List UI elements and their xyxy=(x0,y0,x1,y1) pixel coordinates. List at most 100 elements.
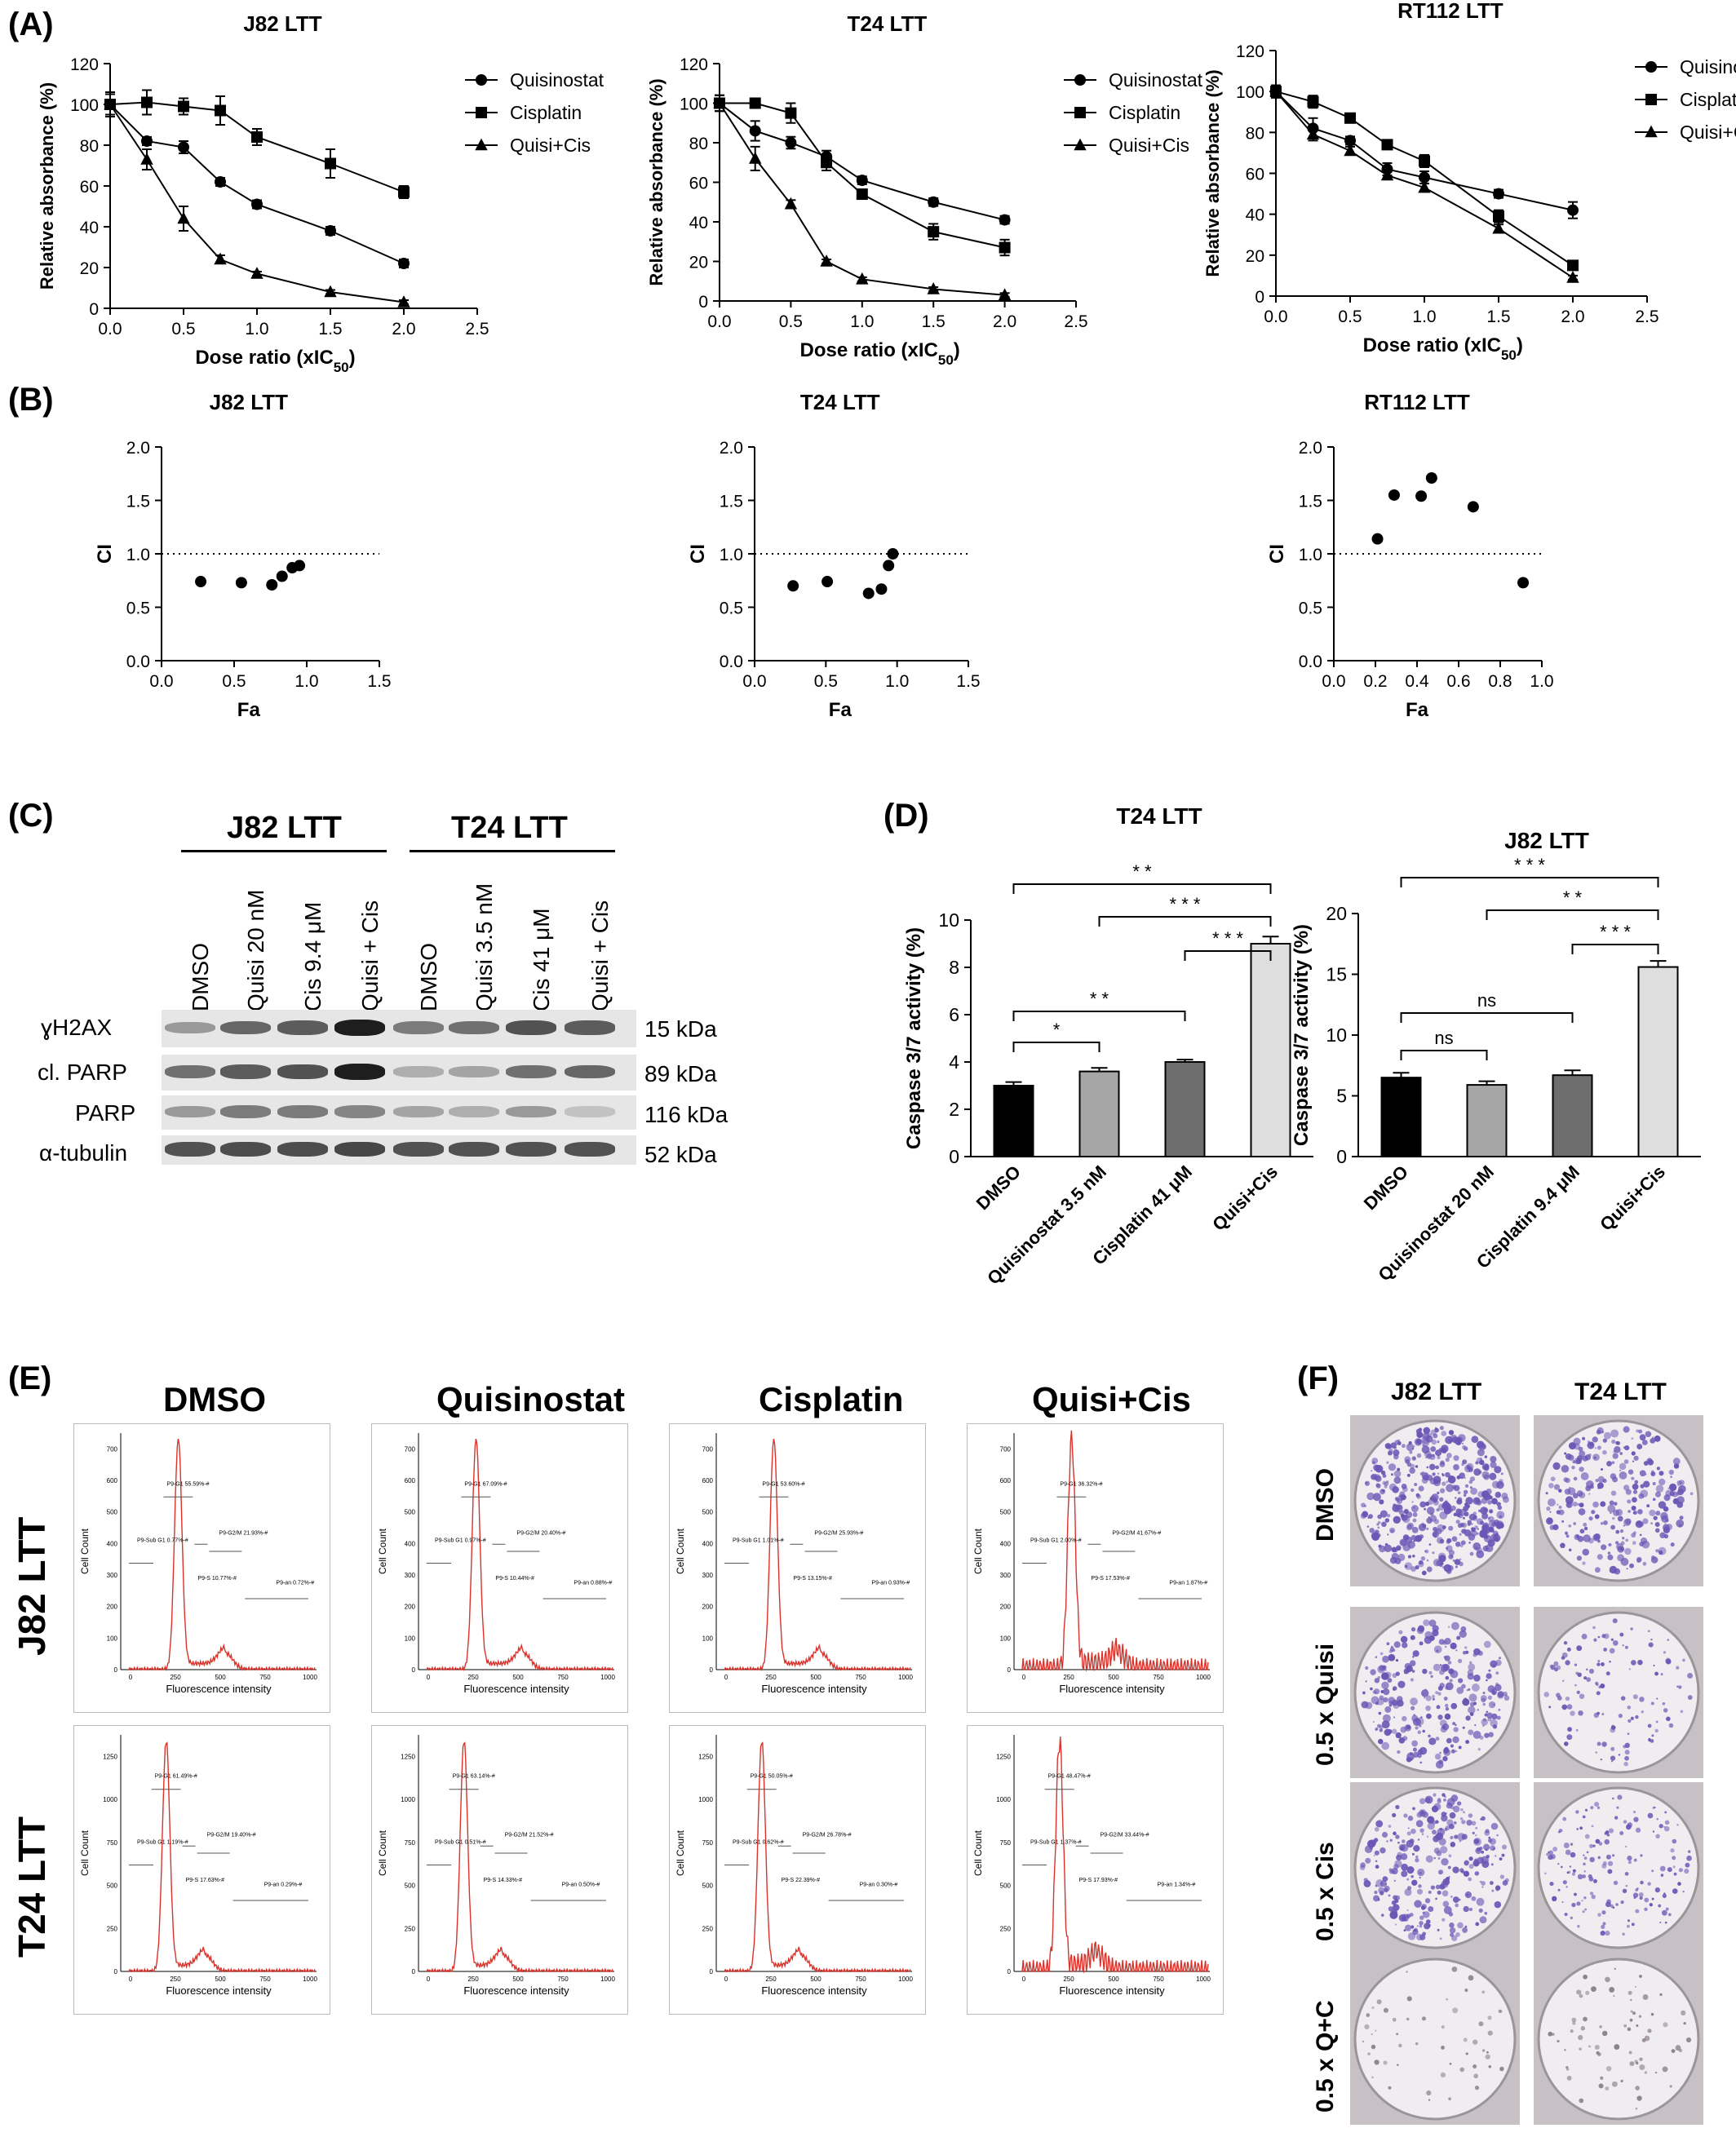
colony-dot xyxy=(1465,1497,1473,1505)
colony-dot xyxy=(1421,1436,1430,1445)
colony-dot xyxy=(1557,1888,1561,1891)
gate-label-an: P9-an 0.72%-# xyxy=(276,1581,314,1586)
histogram-trace xyxy=(724,1741,911,1973)
colony-dot xyxy=(1622,1644,1624,1647)
legend-label: Quisinostat xyxy=(1680,56,1736,77)
colony-dot xyxy=(1664,1820,1670,1825)
category-label: DMSO xyxy=(1360,1161,1412,1214)
y-tick-label: 0.0 xyxy=(1299,653,1322,671)
colony-plate xyxy=(1350,1607,1520,1778)
colony-dot xyxy=(1600,1758,1603,1761)
colony-dot xyxy=(1601,1713,1605,1715)
colony-dot xyxy=(1395,1732,1402,1739)
colony-dot xyxy=(1390,1473,1393,1476)
gate-label-subg1: P9-Sub G1 1.01%-# xyxy=(733,1537,784,1543)
colony-dot xyxy=(1668,1723,1674,1728)
colony-dot xyxy=(1361,1701,1369,1709)
colony-dot xyxy=(1423,1427,1431,1435)
data-point xyxy=(875,583,888,595)
blot-kda-label: 15 kDa xyxy=(644,1016,717,1042)
colony-dot xyxy=(1371,1461,1375,1465)
colony-dot xyxy=(1426,1507,1435,1515)
colony-dot xyxy=(1449,1679,1453,1683)
colony-dot xyxy=(1468,1856,1473,1861)
colony-dot xyxy=(1432,1551,1435,1555)
colony-dot xyxy=(1465,1650,1469,1654)
colony-dot xyxy=(1441,1880,1449,1888)
blot-band xyxy=(165,1105,215,1118)
x-axis-label: Fa xyxy=(1406,699,1429,721)
x-tick-label: 1000 xyxy=(600,1976,615,1983)
colony-dot xyxy=(1388,1448,1393,1453)
colony-dot xyxy=(1596,1482,1604,1489)
colony-dot xyxy=(1585,1990,1590,1995)
colony-dot xyxy=(1606,1834,1610,1837)
colony-dot xyxy=(1406,1865,1415,1874)
colony-dot xyxy=(1577,1874,1583,1880)
colony-dot xyxy=(1397,1439,1400,1442)
data-point xyxy=(822,576,834,588)
colony-dot xyxy=(1668,1469,1674,1476)
colony-dot xyxy=(1433,1663,1441,1671)
colony-dot xyxy=(1437,1692,1442,1696)
significance-bracket xyxy=(1400,877,1659,887)
colony-dot xyxy=(1448,1525,1454,1531)
colony-dot xyxy=(1397,1750,1401,1754)
colony-dot xyxy=(1481,1881,1486,1886)
colony-dot xyxy=(1421,1833,1424,1835)
colony-dot xyxy=(1402,1916,1407,1922)
legend-label: Cisplatin xyxy=(510,102,582,123)
colony-dot xyxy=(1442,1918,1446,1922)
colony-dot xyxy=(1608,1542,1612,1547)
colony-dot xyxy=(1561,1520,1565,1523)
colony-dot xyxy=(1623,1459,1629,1464)
colony-dot xyxy=(1388,2086,1392,2090)
blot-band xyxy=(449,1106,499,1117)
colony-dot xyxy=(1570,1843,1574,1846)
blot-lane-label: DMSO xyxy=(188,943,213,1011)
legend-label: Quisinostat xyxy=(510,69,604,91)
colony-dot xyxy=(1631,1533,1636,1538)
colony-dot xyxy=(1585,1668,1588,1671)
colony-dot xyxy=(1548,2031,1553,2037)
colony-dot xyxy=(1409,1660,1416,1666)
colony-dot xyxy=(1410,1626,1416,1632)
colony-dot xyxy=(1415,1428,1422,1435)
x-tick-label: 750 xyxy=(1153,1976,1164,1983)
x-tick-label: 250 xyxy=(170,1674,181,1681)
colony-dot xyxy=(1594,1567,1601,1573)
colony-dot xyxy=(1461,1820,1466,1825)
data-point xyxy=(178,100,189,113)
colony-dot xyxy=(1576,1490,1583,1497)
colony-dot xyxy=(1587,1441,1595,1449)
legend-label: Quisi+Cis xyxy=(1109,135,1189,156)
histogram-trace xyxy=(724,1438,911,1672)
data-point xyxy=(1493,210,1504,223)
significance-bracket xyxy=(1486,909,1659,920)
colony-dot xyxy=(1612,1797,1614,1800)
colony-dot xyxy=(1504,1695,1510,1701)
colony-dot xyxy=(1596,1741,1601,1746)
colony-dot xyxy=(1409,1752,1413,1755)
x-tick-label: 500 xyxy=(1108,1674,1119,1681)
colony-dot xyxy=(1397,1841,1400,1844)
colony-dot xyxy=(1591,1825,1594,1828)
colony-dot xyxy=(1637,1509,1643,1515)
colony-dot xyxy=(1654,1887,1660,1893)
colony-dot xyxy=(1467,1673,1474,1680)
colony-dot xyxy=(1572,1872,1575,1876)
colony-dot xyxy=(1491,1498,1498,1505)
data-point xyxy=(1418,180,1431,193)
colony-dot xyxy=(1584,1808,1588,1812)
colony-dot xyxy=(1442,1793,1446,1797)
colony-dot xyxy=(1405,1458,1410,1464)
colony-dot xyxy=(1417,1868,1425,1877)
data-point xyxy=(887,548,899,560)
colony-dot xyxy=(1655,1834,1660,1838)
colony-dot xyxy=(1464,1989,1468,1993)
colony-dot xyxy=(1566,1502,1572,1508)
colony-dot xyxy=(1468,1864,1474,1869)
data-point xyxy=(1493,188,1504,200)
colony-dot xyxy=(1649,1509,1656,1516)
colony-dot xyxy=(1423,1619,1430,1626)
